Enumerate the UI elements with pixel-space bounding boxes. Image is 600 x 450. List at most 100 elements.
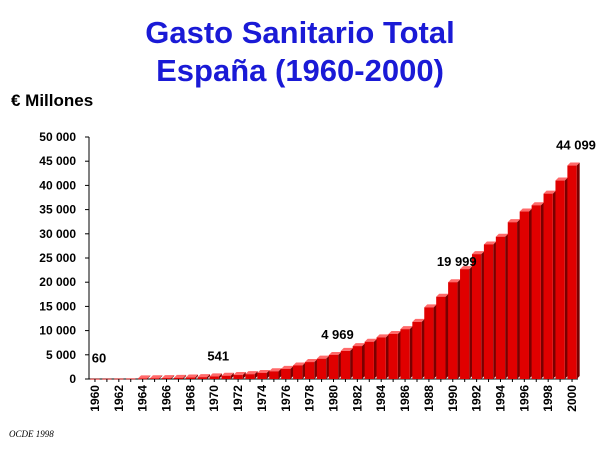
bar-side bbox=[290, 365, 294, 379]
source-note: OCDE 1998 bbox=[9, 429, 54, 439]
y-tick-label: 35 000 bbox=[39, 203, 76, 217]
bar-side bbox=[326, 355, 330, 379]
bar-side bbox=[493, 241, 497, 379]
bar-top bbox=[388, 330, 401, 334]
bar-side bbox=[505, 233, 509, 379]
bar-top bbox=[567, 162, 580, 166]
bar-top bbox=[245, 371, 258, 375]
bar bbox=[281, 368, 291, 379]
x-tick-label: 1964 bbox=[136, 385, 150, 412]
data-label: 19 999 bbox=[437, 254, 477, 269]
bar-side bbox=[183, 374, 187, 379]
y-tick-label: 50 000 bbox=[39, 130, 76, 144]
bar-side bbox=[397, 330, 401, 379]
bar bbox=[543, 193, 553, 379]
x-tick-label: 1996 bbox=[517, 385, 531, 412]
bar-top bbox=[460, 266, 473, 270]
x-tick-label: 1974 bbox=[255, 385, 269, 412]
bar-side bbox=[206, 374, 210, 379]
bar bbox=[352, 346, 363, 379]
bar-top bbox=[185, 374, 199, 378]
bar bbox=[209, 376, 219, 379]
bar bbox=[197, 377, 207, 379]
x-tick-label: 1976 bbox=[279, 385, 293, 412]
bar-side bbox=[385, 334, 389, 379]
bar-side bbox=[469, 266, 473, 379]
bar-top bbox=[471, 251, 485, 255]
bar-side bbox=[457, 279, 461, 379]
data-label: 60 bbox=[92, 351, 106, 366]
bar-top bbox=[233, 372, 246, 376]
y-tick-label: 40 000 bbox=[39, 178, 76, 192]
bar-side bbox=[576, 162, 580, 379]
bar-side bbox=[481, 251, 485, 379]
bar bbox=[233, 375, 243, 379]
bar bbox=[185, 377, 196, 379]
bar-side bbox=[362, 343, 366, 379]
bar-top bbox=[412, 318, 425, 322]
bar-side bbox=[350, 347, 354, 379]
bar-side bbox=[314, 359, 318, 379]
bar bbox=[448, 282, 458, 379]
bar bbox=[460, 269, 470, 379]
x-tick-label: 2000 bbox=[565, 385, 579, 412]
bar-side bbox=[266, 369, 270, 379]
bar-top bbox=[364, 338, 377, 342]
x-tick-label: 1988 bbox=[422, 385, 436, 412]
bar-side bbox=[528, 208, 532, 379]
bar-side bbox=[421, 318, 425, 379]
x-tick-label: 1986 bbox=[398, 385, 412, 412]
bar bbox=[436, 296, 446, 379]
bar bbox=[173, 377, 184, 379]
bar-top bbox=[304, 359, 318, 363]
bar bbox=[304, 362, 315, 379]
bar-top bbox=[495, 233, 509, 237]
bar bbox=[412, 321, 422, 379]
bar bbox=[245, 374, 255, 379]
bar-side bbox=[195, 374, 199, 379]
bar-top bbox=[340, 347, 354, 351]
bar-top bbox=[173, 374, 187, 378]
y-axis-unit-label: € Millones bbox=[11, 91, 94, 110]
bar-top bbox=[555, 177, 568, 181]
bar bbox=[567, 165, 577, 379]
x-tick-label: 1982 bbox=[350, 385, 364, 412]
bar-top bbox=[257, 369, 270, 373]
bar bbox=[376, 337, 386, 379]
bar bbox=[257, 372, 267, 379]
x-tick-label: 1962 bbox=[112, 385, 126, 412]
bar-side bbox=[409, 326, 413, 379]
chart-title: Gasto Sanitario Total España (1960-2000) bbox=[0, 14, 600, 90]
bar bbox=[519, 211, 529, 379]
bar-top bbox=[161, 375, 175, 379]
bar-top bbox=[281, 365, 294, 369]
x-tick-label: 1994 bbox=[493, 385, 507, 412]
bar-side bbox=[171, 375, 175, 379]
y-tick-label: 5 000 bbox=[46, 348, 76, 362]
bar bbox=[114, 378, 124, 380]
bar bbox=[555, 180, 565, 379]
bar-top bbox=[448, 279, 461, 283]
x-tick-label: 1972 bbox=[231, 385, 245, 412]
chart-title-line2: España (1960-2000) bbox=[156, 53, 444, 88]
x-tick-label: 1992 bbox=[470, 385, 484, 412]
bar-top bbox=[531, 202, 544, 206]
bar-side bbox=[254, 371, 258, 379]
bar-top bbox=[316, 355, 330, 359]
y-tick-label: 10 000 bbox=[39, 324, 76, 338]
bar-top bbox=[483, 241, 497, 245]
bar-side bbox=[433, 304, 437, 379]
y-tick-label: 30 000 bbox=[39, 227, 76, 241]
y-tick-label: 45 000 bbox=[39, 154, 76, 168]
x-tick-label: 1960 bbox=[88, 385, 102, 412]
bar-top bbox=[221, 372, 234, 376]
bar-side bbox=[564, 177, 568, 379]
bar bbox=[483, 244, 494, 379]
bar-top bbox=[328, 351, 342, 355]
bar bbox=[388, 333, 398, 379]
y-tick-label: 15 000 bbox=[39, 299, 76, 313]
bar-side bbox=[242, 372, 246, 379]
bar-side bbox=[230, 372, 234, 379]
bar-top bbox=[543, 190, 556, 194]
